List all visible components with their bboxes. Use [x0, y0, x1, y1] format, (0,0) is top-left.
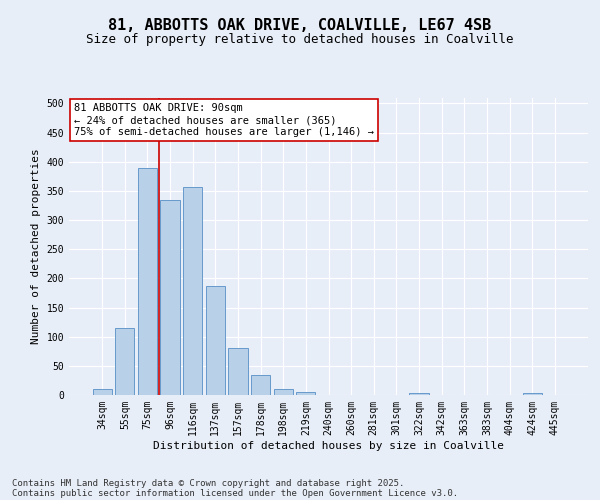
Text: Contains public sector information licensed under the Open Government Licence v3: Contains public sector information licen… — [12, 488, 458, 498]
Bar — [523, 393, 542, 395]
Text: 81 ABBOTTS OAK DRIVE: 90sqm
← 24% of detached houses are smaller (365)
75% of se: 81 ABBOTTS OAK DRIVE: 90sqm ← 24% of det… — [74, 104, 374, 136]
X-axis label: Distribution of detached houses by size in Coalville: Distribution of detached houses by size … — [153, 440, 504, 450]
Text: 81, ABBOTTS OAK DRIVE, COALVILLE, LE67 4SB: 81, ABBOTTS OAK DRIVE, COALVILLE, LE67 4… — [109, 18, 491, 32]
Bar — [115, 328, 134, 395]
Bar — [160, 200, 180, 395]
Bar — [409, 393, 428, 395]
Y-axis label: Number of detached properties: Number of detached properties — [31, 148, 41, 344]
Bar — [92, 389, 112, 395]
Bar — [229, 348, 248, 395]
Bar — [206, 286, 225, 395]
Bar — [183, 186, 202, 395]
Bar — [251, 374, 270, 395]
Bar — [274, 389, 293, 395]
Bar — [296, 392, 316, 395]
Text: Size of property relative to detached houses in Coalville: Size of property relative to detached ho… — [86, 32, 514, 46]
Bar — [138, 168, 157, 395]
Text: Contains HM Land Registry data © Crown copyright and database right 2025.: Contains HM Land Registry data © Crown c… — [12, 478, 404, 488]
